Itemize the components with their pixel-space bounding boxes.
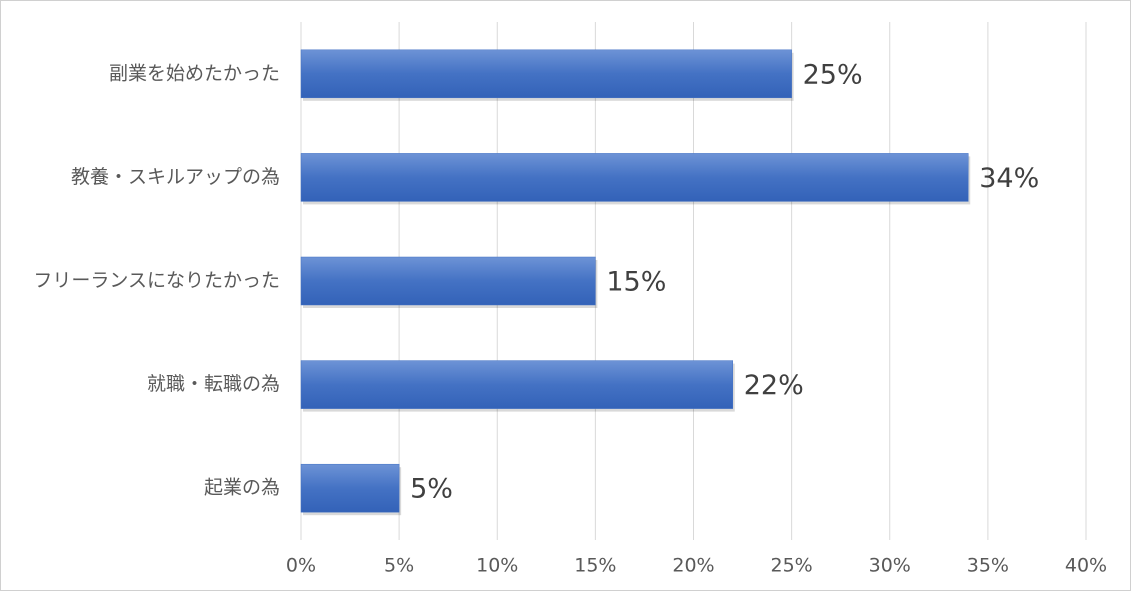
data-label: 22% xyxy=(744,370,804,401)
x-tick-label: 35% xyxy=(967,555,1009,577)
x-tick-label: 30% xyxy=(869,555,911,577)
bar xyxy=(300,49,792,99)
y-tick-label: 副業を始めたかった xyxy=(109,62,280,84)
bar xyxy=(300,463,400,513)
x-tick-label: 25% xyxy=(771,555,813,577)
y-tick-label: フリーランスになりたかった xyxy=(33,270,280,292)
data-label: 15% xyxy=(606,267,666,298)
y-tick-label: 起業の為 xyxy=(204,477,280,499)
data-label: 25% xyxy=(803,59,863,90)
x-tick-label: 5% xyxy=(384,555,414,577)
x-tick-label: 0% xyxy=(286,555,316,577)
y-tick-label: 教養・スキルアップの為 xyxy=(71,166,280,188)
x-tick-label: 15% xyxy=(574,555,616,577)
x-tick-label: 10% xyxy=(476,555,518,577)
bar xyxy=(300,256,596,306)
x-tick-label: 20% xyxy=(672,555,714,577)
bar xyxy=(300,153,969,202)
bar xyxy=(300,360,733,409)
x-tick-label: 40% xyxy=(1065,555,1107,577)
y-tick-label: 就職・転職の為 xyxy=(147,373,280,395)
data-label: 5% xyxy=(410,474,453,505)
data-label: 34% xyxy=(979,163,1039,194)
